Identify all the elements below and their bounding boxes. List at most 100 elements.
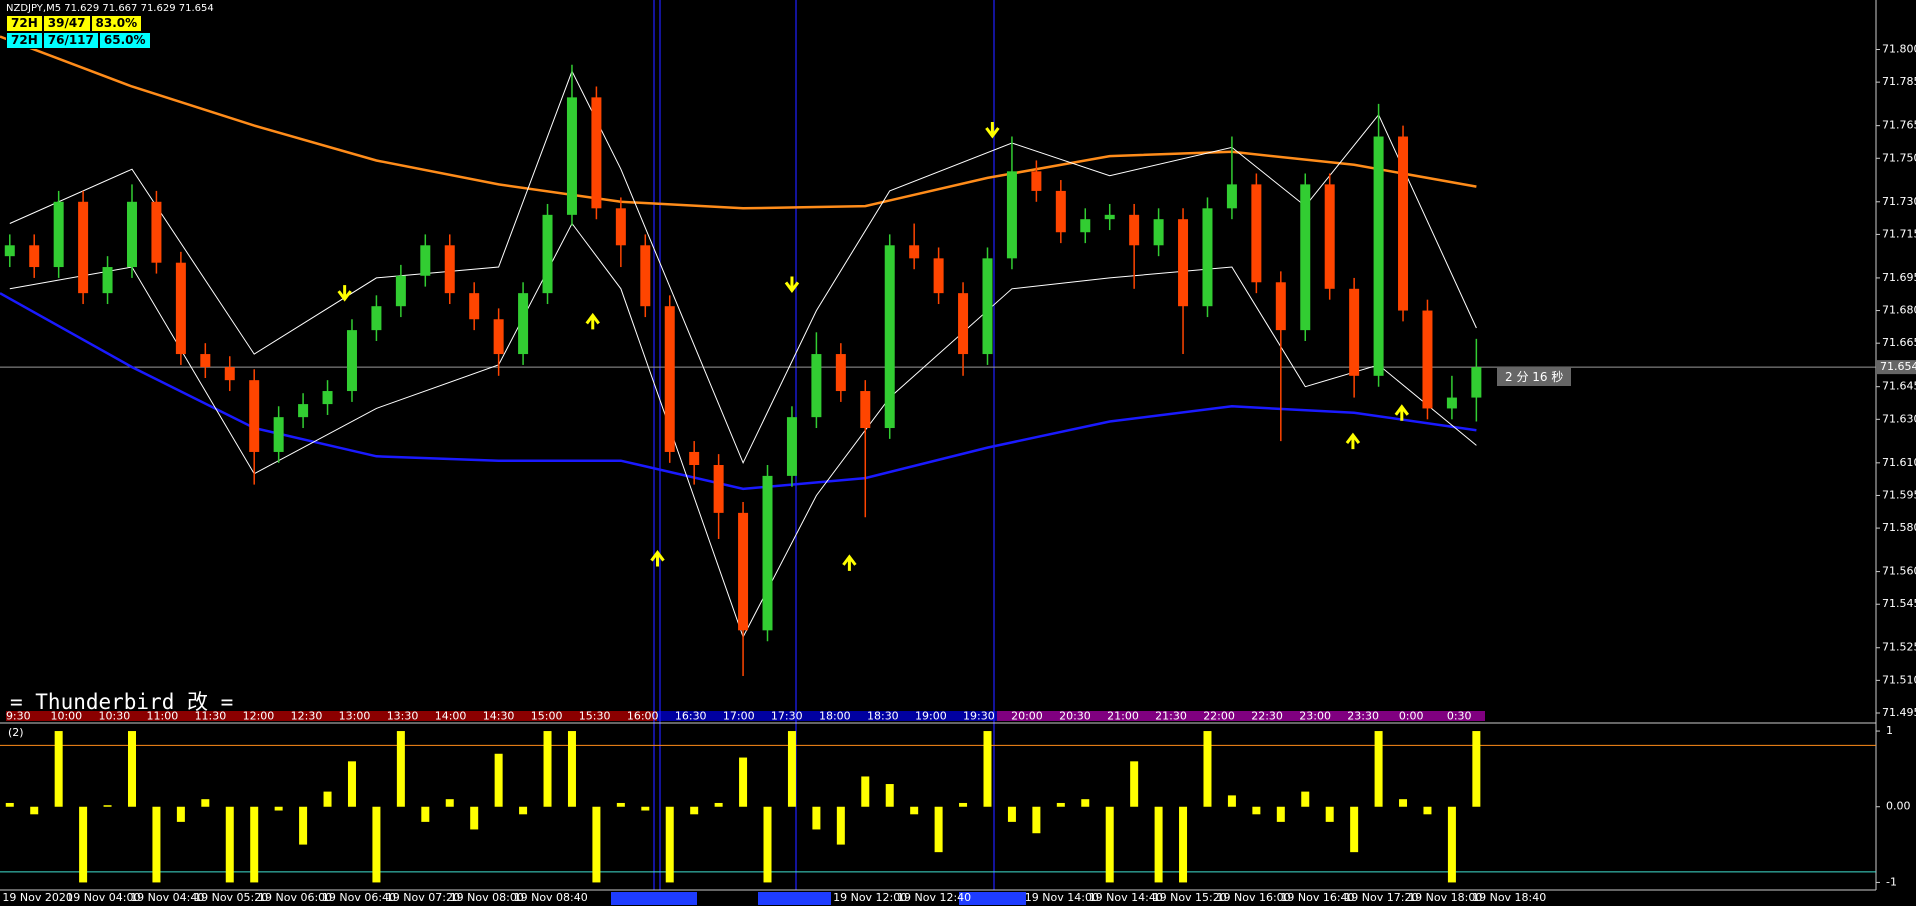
bar xyxy=(1179,806,1188,883)
time-highlight xyxy=(611,892,697,905)
bar xyxy=(30,806,39,815)
bar xyxy=(665,806,674,883)
x-tick-label: 19 Nov 06:00 xyxy=(258,891,332,904)
candle-body xyxy=(1373,136,1384,376)
time-highlight xyxy=(758,892,831,905)
bar xyxy=(567,731,576,807)
candle-body xyxy=(53,201,64,268)
bar xyxy=(421,806,430,822)
candle-body xyxy=(1446,397,1457,409)
bar xyxy=(1301,791,1310,807)
candle-body xyxy=(493,319,504,355)
bar xyxy=(1472,731,1481,807)
session-label: 14:30 xyxy=(483,710,515,723)
bar xyxy=(861,776,870,807)
bar xyxy=(959,802,968,807)
candle-body xyxy=(835,354,846,392)
bar xyxy=(201,799,210,807)
bar xyxy=(1252,806,1261,815)
candle-body xyxy=(1104,214,1115,220)
session-label: 11:00 xyxy=(147,710,179,723)
session-label: 18:30 xyxy=(867,710,899,723)
candle-body xyxy=(1349,288,1360,376)
bar xyxy=(787,731,796,807)
candle-body xyxy=(1006,171,1017,259)
session-label: 10:00 xyxy=(50,710,82,723)
stats-cell: 65.0% xyxy=(98,32,151,49)
line-series xyxy=(9,70,1477,465)
y-tick-label: 71.800 xyxy=(1882,43,1916,56)
y-tick-label: 71.645 xyxy=(1882,380,1916,393)
session-label: 20:00 xyxy=(1011,710,1043,723)
bar xyxy=(714,802,723,807)
session-label: 15:30 xyxy=(579,710,611,723)
x-tick-label: 19 Nov 12:40 xyxy=(897,891,971,904)
candle-body xyxy=(762,475,773,631)
bar xyxy=(372,806,381,883)
candle-body xyxy=(1324,184,1335,289)
candle-body xyxy=(542,214,553,294)
y-tick-label: 71.630 xyxy=(1882,412,1916,425)
candle-body xyxy=(860,391,871,429)
session-label: 12:30 xyxy=(291,710,323,723)
candle-body xyxy=(29,245,40,268)
bar xyxy=(1447,806,1456,883)
bar xyxy=(1130,761,1139,807)
signal-arrow xyxy=(650,550,665,567)
candle-body xyxy=(933,258,944,294)
bar xyxy=(690,806,699,815)
bar xyxy=(1227,795,1236,807)
candle-body xyxy=(1300,184,1311,331)
candle-body xyxy=(982,258,993,355)
bar xyxy=(519,806,528,815)
session-label: 19:30 xyxy=(963,710,995,723)
session-label: 17:00 xyxy=(723,710,755,723)
signal-arrow xyxy=(784,276,800,293)
stats-cell: 72H xyxy=(6,15,43,32)
bar xyxy=(396,731,405,807)
stats-row: 72H 39/47 83.0% xyxy=(6,15,143,32)
line-series xyxy=(9,222,1477,639)
candle-body xyxy=(1398,136,1409,311)
candle-body xyxy=(1275,282,1286,331)
candle-body xyxy=(615,208,626,246)
bar xyxy=(934,806,943,853)
bar xyxy=(836,806,845,845)
session-label: 21:30 xyxy=(1155,710,1187,723)
x-tick-label: 19 Nov 14:40 xyxy=(1089,891,1163,904)
session-label: 17:30 xyxy=(771,710,803,723)
session-label: 22:30 xyxy=(1251,710,1283,723)
y-tick-label: 0.00 xyxy=(1886,800,1911,813)
bar xyxy=(225,806,234,883)
stats-row: 72H 76/117 65.0% xyxy=(6,32,151,49)
candle-body xyxy=(4,245,15,257)
candle-body xyxy=(151,201,162,263)
candle-body xyxy=(884,245,895,429)
y-tick-label: 71.560 xyxy=(1882,565,1916,578)
candle-body xyxy=(444,245,455,294)
bar xyxy=(543,731,552,807)
session-label: 19:00 xyxy=(915,710,947,723)
candle-body xyxy=(664,306,675,452)
y-tick-label: 71.695 xyxy=(1882,271,1916,284)
candle-body xyxy=(1251,184,1262,283)
bar xyxy=(250,806,259,883)
y-tick-label: 71.715 xyxy=(1882,227,1916,240)
bar xyxy=(494,753,503,807)
y-tick-label: 71.750 xyxy=(1882,151,1916,164)
bar xyxy=(1276,806,1285,822)
candle-body xyxy=(249,380,260,452)
candle-body xyxy=(346,330,357,392)
candle-body xyxy=(1178,219,1189,307)
stats-cell: 72H xyxy=(6,32,43,49)
bar xyxy=(274,806,283,811)
candle-body xyxy=(273,417,284,452)
candle-body xyxy=(1080,219,1091,233)
session-label: 11:30 xyxy=(195,710,227,723)
y-tick-label: -1 xyxy=(1886,875,1897,888)
candle-body xyxy=(1202,208,1213,307)
candle-body xyxy=(518,293,529,355)
x-tick-label: 19 Nov 07:20 xyxy=(386,891,460,904)
